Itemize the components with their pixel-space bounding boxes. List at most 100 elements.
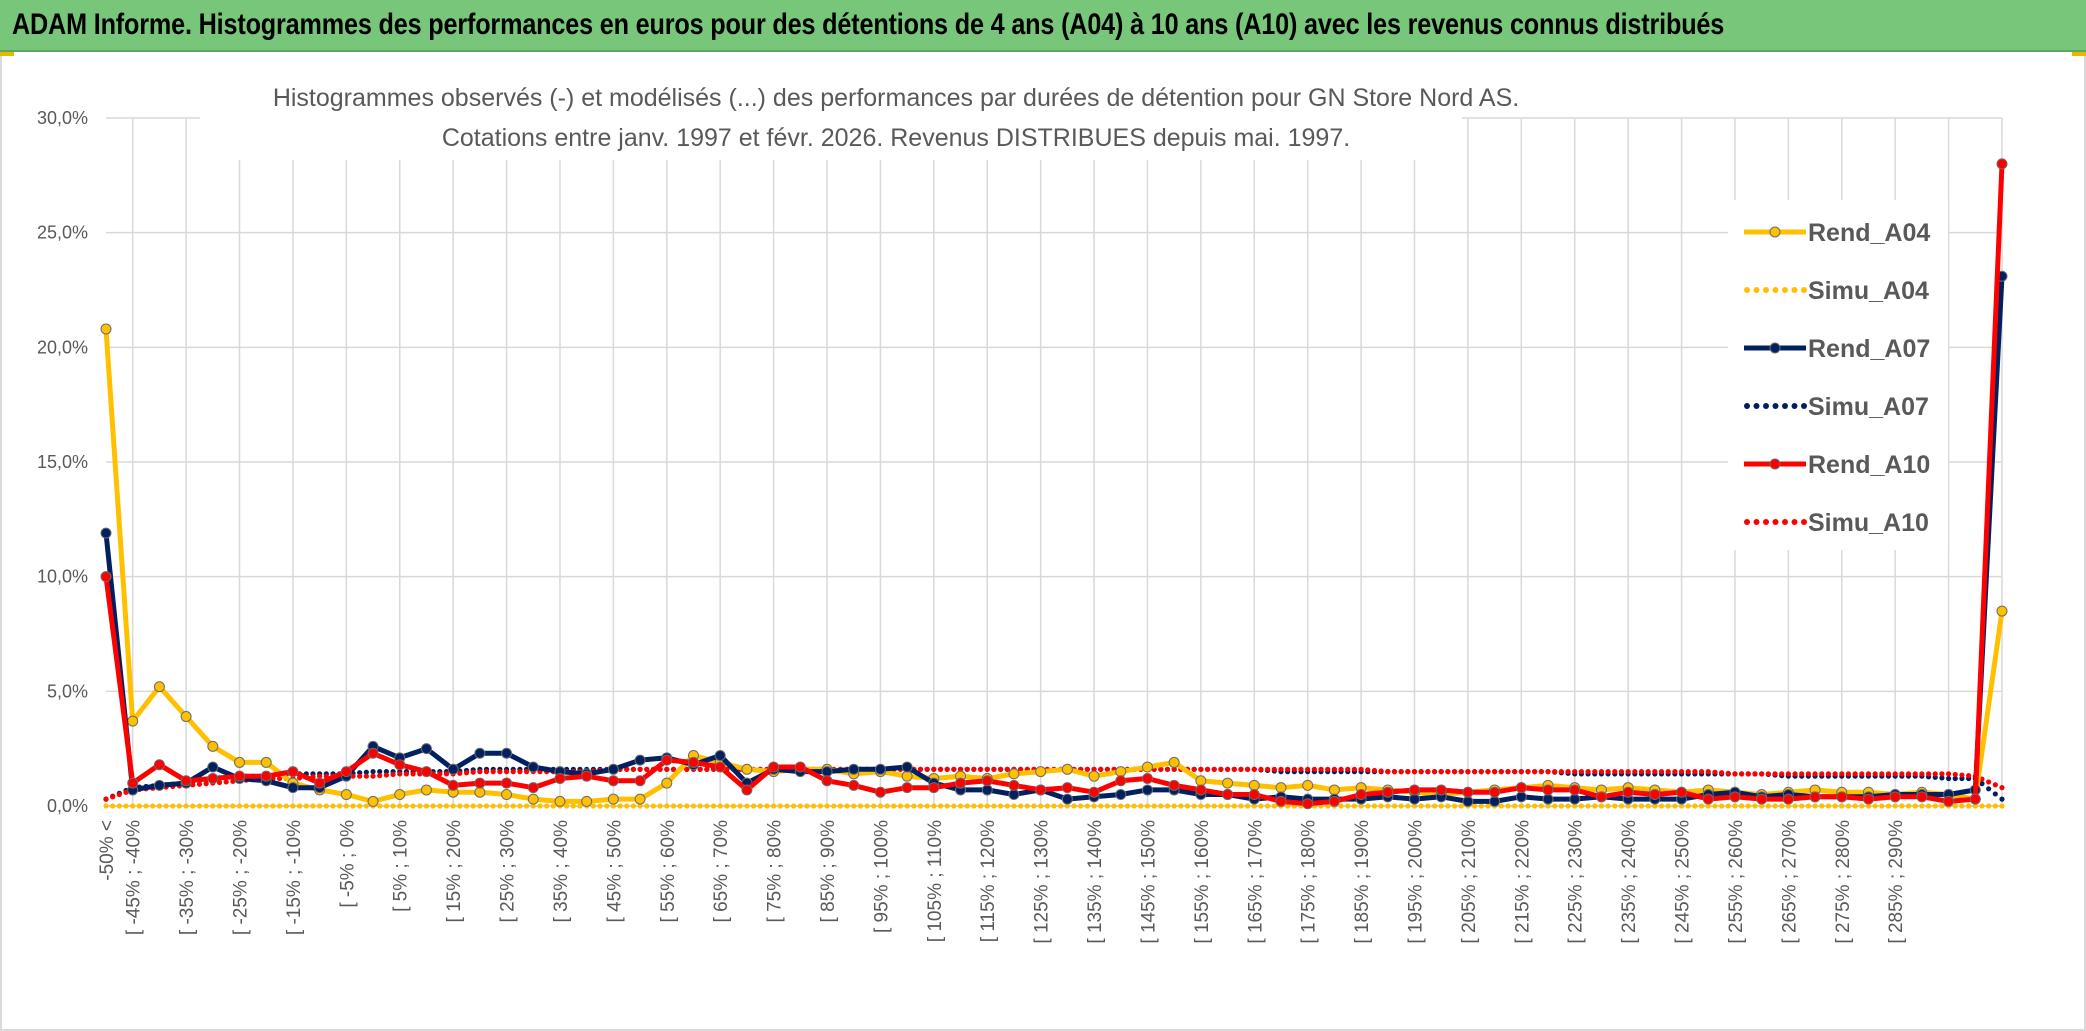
data-point (1999, 785, 2005, 791)
dot-segment (777, 803, 783, 809)
dot-segment (470, 803, 476, 809)
dot-segment (617, 803, 623, 809)
dot-segment (1325, 766, 1331, 772)
dot-segment (1345, 803, 1351, 809)
data-point (634, 754, 646, 766)
dot-segment (1285, 803, 1291, 809)
data-point (1118, 803, 1124, 809)
x-tick-label: [ 115% ; 120% (978, 820, 999, 942)
dot-segment (1939, 803, 1945, 809)
data-point (874, 763, 886, 775)
legend-swatch-dot (1753, 287, 1760, 293)
legend-swatch-marker (1769, 342, 1781, 354)
legend-item-Simu_A10: Simu_A10 (1744, 509, 1929, 537)
data-point (1945, 775, 1952, 782)
dot-segment (1925, 771, 1932, 777)
y-tick-label: 5,0% (47, 681, 88, 701)
legend-swatch-dot (1763, 403, 1769, 409)
legend-item-Simu_A04: Simu_A04 (1744, 277, 1929, 305)
dot-segment (1872, 803, 1878, 809)
legend-label: Simu_A07 (1808, 393, 1929, 421)
data-point (394, 759, 406, 771)
dot-segment (1792, 771, 1798, 777)
data-point (1008, 779, 1020, 791)
dot-segment (817, 803, 823, 809)
dot-segment (1158, 766, 1164, 772)
dot-segment (1445, 803, 1451, 809)
data-point (1091, 803, 1097, 809)
dot-segment (1398, 769, 1404, 775)
dot-segment (1986, 803, 1992, 809)
data-point (794, 761, 806, 773)
dot-segment (997, 803, 1004, 809)
dot-segment (1959, 772, 1965, 778)
dot-segment (1058, 803, 1064, 809)
dot-segment (897, 803, 904, 809)
data-point (1812, 771, 1818, 777)
data-point (1302, 798, 1314, 810)
series-Rend_A07 (100, 270, 2008, 807)
dot-segment (110, 794, 116, 800)
data-point (343, 803, 349, 809)
dot-segment (116, 803, 122, 809)
dot-segment (537, 803, 543, 809)
dot-segment (1338, 766, 1344, 772)
data-point (1248, 789, 1260, 801)
y-tick-label: 0,0% (47, 796, 88, 816)
data-point (1224, 803, 1231, 809)
data-point (874, 786, 886, 798)
dot-segment (1552, 803, 1558, 809)
data-point (1222, 777, 1234, 789)
dot-segment (1044, 803, 1050, 809)
dot-segment (670, 803, 677, 809)
dot-segment (1298, 766, 1304, 772)
dot-segment (1004, 766, 1010, 772)
data-point (1892, 803, 1898, 809)
dot-segment (483, 769, 490, 775)
data-point (1224, 766, 1231, 772)
data-point (156, 803, 163, 809)
x-tick-label: -50% < (97, 820, 118, 881)
dot-segment (1905, 771, 1912, 777)
data-point (1168, 756, 1180, 768)
dot-segment (891, 803, 897, 809)
dot-segment (270, 803, 276, 809)
data-point (1438, 769, 1444, 775)
data-point (1572, 769, 1578, 775)
dot-segment (337, 803, 343, 809)
data-point (314, 777, 326, 789)
dot-segment (1612, 769, 1618, 775)
dot-segment (1698, 803, 1705, 809)
data-point (234, 770, 246, 782)
dot-segment (544, 803, 550, 809)
data-point (1302, 779, 1314, 791)
dot-segment (1725, 770, 1731, 776)
dot-segment (1552, 769, 1558, 775)
data-point (768, 761, 780, 773)
dot-segment (1104, 803, 1111, 809)
dot-segment (1378, 803, 1384, 809)
data-point (1515, 791, 1527, 803)
legend-swatch-dot (1744, 287, 1750, 293)
data-point (1251, 766, 1257, 772)
data-point (103, 796, 109, 802)
dot-segment (590, 803, 596, 809)
data-point (1622, 786, 1634, 798)
dot-segment (223, 779, 229, 785)
dot-segment (497, 769, 503, 775)
dot-segment (523, 803, 530, 809)
data-point (180, 775, 192, 787)
data-point (340, 789, 352, 801)
data-point (1759, 803, 1765, 809)
data-point (1919, 803, 1925, 809)
dot-segment (417, 803, 423, 809)
data-point (1061, 763, 1073, 775)
dot-segment (510, 803, 516, 809)
dot-segment (1425, 769, 1431, 775)
dot-segment (410, 771, 416, 777)
data-point (447, 779, 459, 791)
legend-swatch-dot (1753, 519, 1760, 525)
data-point (581, 795, 593, 807)
data-point (1355, 789, 1367, 801)
dot-segment (1258, 803, 1264, 809)
